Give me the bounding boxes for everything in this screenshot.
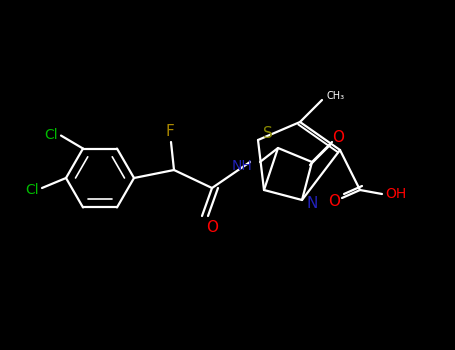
- Text: Cl: Cl: [25, 183, 39, 197]
- Text: Cl: Cl: [44, 127, 58, 141]
- Text: OH: OH: [385, 187, 407, 201]
- Text: O: O: [206, 219, 218, 234]
- Text: NH: NH: [232, 159, 253, 173]
- Text: F: F: [166, 125, 174, 140]
- Text: N: N: [306, 196, 318, 211]
- Text: CH₃: CH₃: [327, 91, 345, 101]
- Text: O: O: [332, 131, 344, 146]
- Text: O: O: [328, 195, 340, 210]
- Text: S: S: [263, 126, 273, 141]
